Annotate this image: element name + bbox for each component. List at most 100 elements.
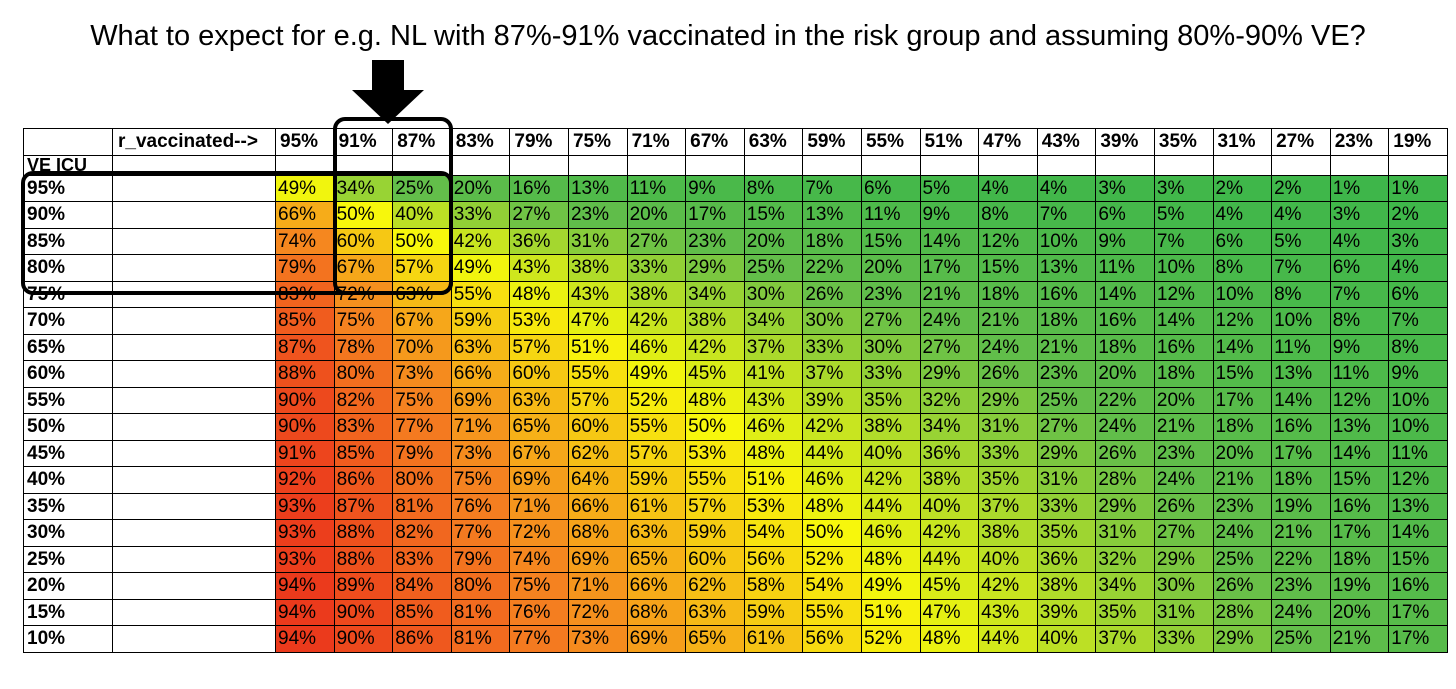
heatmap-cell: 16% [1329, 492, 1390, 520]
heatmap-cell: 11% [1271, 333, 1331, 361]
column-header: 63% [743, 128, 804, 156]
blank-cell [919, 154, 980, 176]
heatmap-cell: 34% [1095, 572, 1155, 600]
heatmap-cell: 10% [1388, 386, 1448, 414]
heatmap-cell: 14% [1271, 386, 1331, 414]
heatmap-cell: 38% [919, 466, 980, 494]
heatmap-cell: 7% [802, 174, 862, 202]
heatmap-cell: 17% [1388, 625, 1448, 653]
heatmap-cell: 74% [275, 227, 335, 255]
heatmap-cell: 90% [333, 598, 394, 626]
heatmap-cell: 31% [1036, 466, 1097, 494]
heatmap-cell: 39% [802, 386, 862, 414]
heatmap-cell: 42% [919, 519, 980, 547]
heatmap-cell: 88% [275, 360, 335, 388]
heatmap-cell: 7% [1329, 280, 1390, 308]
heatmap-cell: 19% [1329, 572, 1390, 600]
heatmap-cell: 14% [1329, 439, 1390, 467]
heatmap-cell: 18% [1095, 333, 1155, 361]
heatmap-cell: 18% [1329, 545, 1390, 573]
heatmap-cell: 57% [626, 439, 687, 467]
heatmap-cell: 93% [275, 545, 335, 573]
heatmap-cell: 63% [450, 333, 511, 361]
row-header: 70% [23, 307, 113, 335]
heatmap-cell: 71% [450, 413, 511, 441]
heatmap-cell: 85% [333, 439, 394, 467]
heatmap-cell: 29% [685, 254, 745, 282]
heatmap-cell: 20% [1095, 360, 1155, 388]
heatmap-cell: 1% [1388, 174, 1448, 202]
heatmap-cell: 6% [1329, 254, 1390, 282]
heatmap-cell: 53% [743, 492, 804, 520]
heatmap-cell: 47% [567, 307, 628, 335]
heatmap-cell: 55% [450, 280, 511, 308]
heatmap-cell: 22% [1095, 386, 1155, 414]
heatmap-cell: 10% [1271, 307, 1331, 335]
heatmap-cell: 25% [1036, 386, 1097, 414]
heatmap-cell: 15% [1388, 545, 1448, 573]
heatmap-cell: 27% [1153, 519, 1214, 547]
heatmap-cell: 69% [567, 545, 628, 573]
heatmap-cell: 69% [626, 625, 687, 653]
heatmap-cell: 18% [1036, 307, 1097, 335]
heatmap-cell: 50% [392, 227, 452, 255]
heatmap-cell: 40% [919, 492, 980, 520]
heatmap-cell: 10% [1388, 413, 1448, 441]
heatmap-cell: 24% [1095, 413, 1155, 441]
heatmap-cell: 23% [860, 280, 921, 308]
blank-cell [743, 154, 804, 176]
heatmap-cell: 71% [509, 492, 569, 520]
blank-cell [112, 333, 276, 361]
heatmap-cell: 57% [509, 333, 569, 361]
table-row: 15% 94% 90% 85% 81% 76% 72% 68% 63% 59% 55% 51% 47% 4… [23, 598, 1448, 626]
heatmap-cell: 43% [509, 254, 569, 282]
table-row: 40% 92% 86% 80% 75% 69% 64% 59% 55% 51% 46% 42% 38% 3… [23, 466, 1448, 494]
blank-cell [112, 519, 276, 547]
heatmap-cell: 15% [1329, 466, 1390, 494]
heatmap-cell: 5% [919, 174, 980, 202]
heatmap-cell: 29% [1212, 625, 1273, 653]
heatmap-cell: 74% [509, 545, 569, 573]
heatmap-cell: 38% [978, 519, 1038, 547]
column-header: 51% [919, 128, 980, 156]
heatmap-cell: 20% [626, 201, 687, 229]
row-axis-label: VE ICU [23, 154, 113, 176]
heatmap-cell: 19% [1271, 492, 1331, 520]
heatmap-cell: 23% [1271, 572, 1331, 600]
heatmap-cell: 59% [450, 307, 511, 335]
heatmap-cell: 68% [626, 598, 687, 626]
heatmap-cell: 38% [1036, 572, 1097, 600]
heatmap-cell: 66% [450, 360, 511, 388]
heatmap-cell: 73% [392, 360, 452, 388]
heatmap-cell: 66% [275, 201, 335, 229]
heatmap-cell: 45% [685, 360, 745, 388]
heatmap-cell: 20% [860, 254, 921, 282]
blank-cell [112, 174, 276, 202]
table-row: 50% 90% 83% 77% 71% 65% 60% 55% 50% 46% 42% 38% 34% 3… [23, 413, 1448, 441]
heatmap-cell: 53% [509, 307, 569, 335]
heatmap-cell: 14% [1153, 307, 1214, 335]
heatmap-cell: 90% [275, 386, 335, 414]
heatmap-cell: 10% [1153, 254, 1214, 282]
heatmap-cell: 15% [978, 254, 1038, 282]
heatmap-cell: 42% [626, 307, 687, 335]
heatmap-cell: 26% [1153, 492, 1214, 520]
heatmap-cell: 43% [978, 598, 1038, 626]
heatmap-cell: 78% [333, 333, 394, 361]
heatmap-cell: 48% [743, 439, 804, 467]
heatmap-cell: 65% [626, 545, 687, 573]
table-row: 85% 74% 60% 50% 42% 36% 31% 27% 23% 20% 18% 15% 14% 1… [23, 227, 1448, 255]
blank-cell [1388, 154, 1448, 176]
heatmap-cell: 3% [1153, 174, 1214, 202]
heatmap-cell: 86% [392, 625, 452, 653]
heatmap-cell: 52% [860, 625, 921, 653]
heatmap-cell: 36% [509, 227, 569, 255]
heatmap-cell: 12% [978, 227, 1038, 255]
heatmap-cell: 17% [685, 201, 745, 229]
heatmap-cell: 32% [919, 386, 980, 414]
heatmap-cell: 63% [685, 598, 745, 626]
heatmap-cell: 29% [1036, 439, 1097, 467]
heatmap-cell: 48% [509, 280, 569, 308]
heatmap-cell: 61% [626, 492, 687, 520]
heatmap-cell: 91% [275, 439, 335, 467]
